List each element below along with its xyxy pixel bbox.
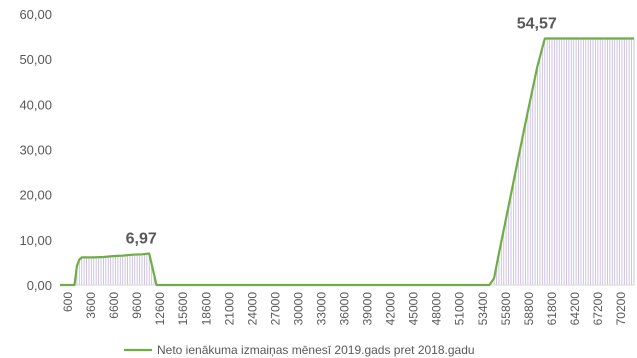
x-tick-label: 36000 [338, 292, 352, 326]
x-tick-label: 15600 [176, 292, 190, 326]
data-label: 6,97 [126, 231, 157, 248]
x-tick-label: 61800 [545, 292, 559, 326]
x-tick-label: 18600 [199, 292, 213, 326]
data-label: 54,57 [517, 16, 557, 33]
x-tick-label: 70200 [614, 292, 628, 326]
y-tick-label: 40,00 [19, 97, 52, 112]
x-tick-label: 30000 [291, 292, 305, 326]
legend-label: Neto ienākuma izmaiņas mēnesī 2019.gads … [157, 343, 475, 357]
y-tick-label: 60,00 [19, 7, 52, 22]
x-tick-label: 53400 [476, 292, 490, 326]
data-labels: 6,97 54,57 [126, 16, 557, 248]
x-tick-label: 51000 [453, 292, 467, 326]
x-tick-label: 58800 [522, 292, 536, 326]
area-fill-lines [76, 38, 635, 285]
x-axis-ticks: 600 3600 6600 9600 12600 15600 18600 21000 24000… [61, 292, 628, 326]
series-line [60, 37, 634, 287]
y-axis-ticks: 0,00 10,00 20,00 30,00 40,00 50,00 60,00 [19, 7, 52, 293]
y-tick-label: 20,00 [19, 188, 52, 203]
x-tick-label: 6600 [107, 292, 121, 319]
x-tick-label: 45000 [407, 292, 421, 326]
x-tick-label: 27000 [268, 292, 282, 326]
x-tick-label: 48000 [430, 292, 444, 326]
x-tick-label: 42000 [384, 292, 398, 326]
x-tick-label: 33000 [314, 292, 328, 326]
x-tick-label: 39000 [361, 292, 375, 326]
x-tick-label: 3600 [84, 292, 98, 319]
x-tick-label: 12600 [153, 292, 167, 326]
x-tick-label: 21000 [222, 292, 236, 326]
x-tick-label: 9600 [130, 292, 144, 319]
y-tick-label: 0,00 [27, 278, 52, 293]
x-tick-label: 64200 [568, 292, 582, 326]
x-tick-label: 67200 [591, 292, 605, 326]
x-tick-label: 24000 [245, 292, 259, 326]
y-tick-label: 10,00 [19, 233, 52, 248]
x-tick-label: 55800 [499, 292, 513, 326]
x-tick-label: 600 [61, 292, 75, 312]
y-tick-label: 30,00 [19, 143, 52, 158]
legend: Neto ienākuma izmaiņas mēnesī 2019.gads … [124, 343, 475, 357]
y-tick-label: 50,00 [19, 52, 52, 67]
